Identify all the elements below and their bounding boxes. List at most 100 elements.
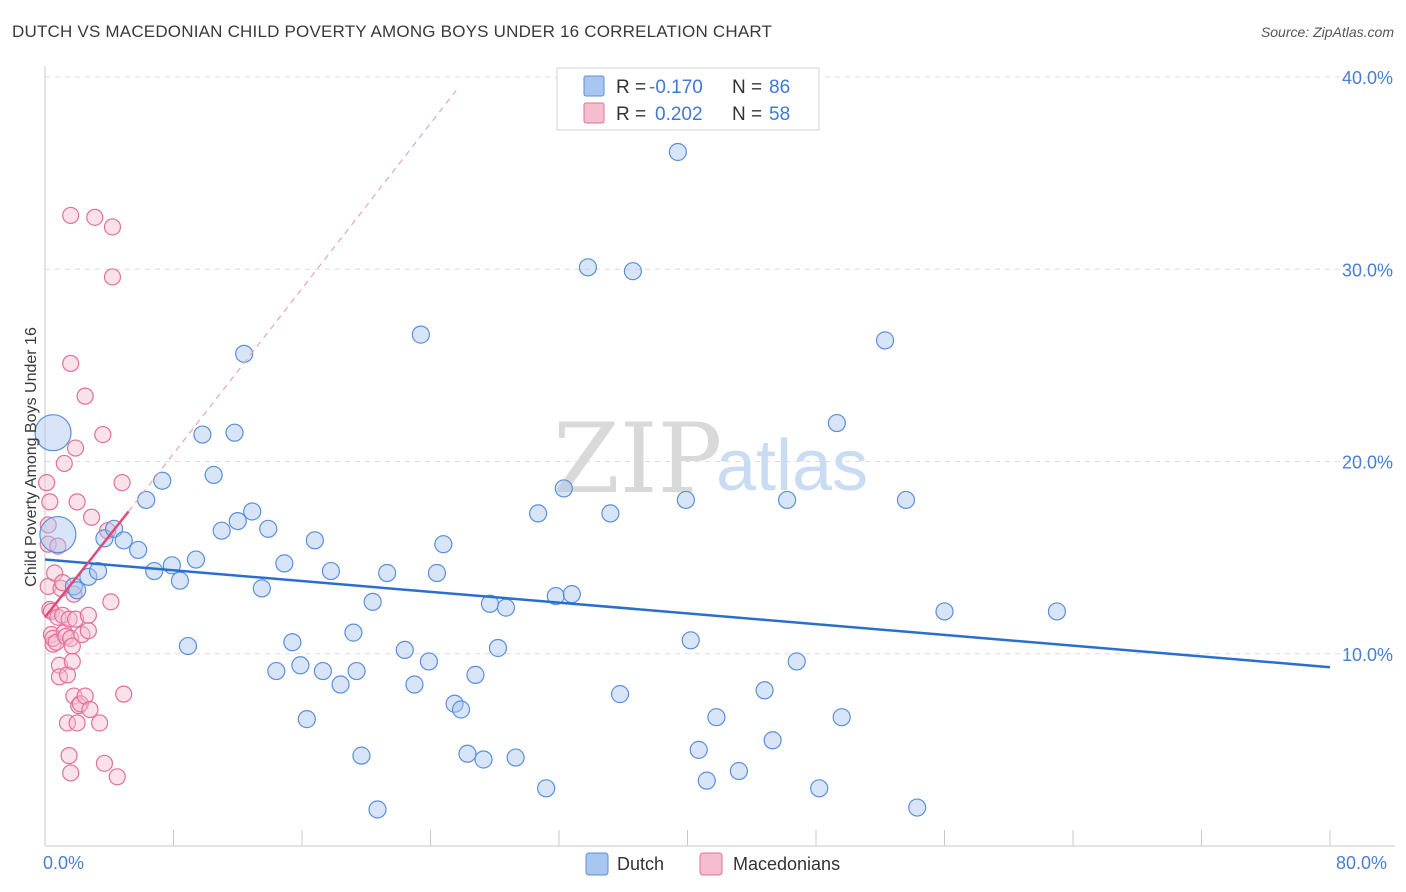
- y-tick-label: 10.0%: [1342, 645, 1393, 665]
- dutch-point: [405, 675, 424, 694]
- dutch-point: [39, 515, 77, 554]
- dutch-point: [378, 563, 397, 583]
- macedonians-point: [113, 474, 131, 492]
- dutch-point: [95, 529, 114, 548]
- y-tick-label: 40.0%: [1342, 68, 1393, 88]
- y-tick-label: 30.0%: [1342, 260, 1393, 280]
- dutch-point: [578, 258, 598, 277]
- macedonians-point: [65, 585, 83, 603]
- macedonians-point: [103, 218, 122, 236]
- dutch-points: [34, 142, 1067, 819]
- macedonians-points: [38, 206, 133, 786]
- dutch-point: [506, 748, 525, 767]
- dutch-point: [395, 640, 414, 660]
- macedonians-point: [102, 593, 120, 611]
- dutch-point: [204, 465, 223, 485]
- dutch-point: [153, 471, 172, 490]
- dutch-point: [474, 750, 493, 769]
- bottom-legend-label-dutch: Dutch: [617, 854, 664, 874]
- macedonians-point: [62, 206, 80, 225]
- dutch-point: [114, 531, 133, 550]
- macedonians-point: [49, 537, 67, 555]
- dutch-point: [129, 540, 148, 560]
- macedonians-point: [76, 387, 94, 405]
- macedonians-point: [91, 714, 109, 732]
- legend-n-label-macedonians: N =: [732, 104, 762, 125]
- macedonians-point: [81, 700, 99, 719]
- y-tick-label: 20.0%: [1342, 453, 1393, 473]
- y-axis-label: Child Poverty Among Boys Under 16: [23, 327, 40, 587]
- watermark-zip: ZIP: [553, 403, 722, 515]
- bottom-legend-label-macedonians: Macedonians: [733, 854, 840, 874]
- legend-r-value-dutch: -0.170: [649, 77, 703, 98]
- macedonians-point: [60, 747, 78, 765]
- dutch-point: [623, 262, 642, 281]
- dutch-point: [178, 636, 198, 656]
- dutch-point: [212, 521, 231, 540]
- dutch-point: [681, 631, 700, 650]
- macedonians-point: [63, 637, 81, 655]
- dutch-point: [331, 675, 350, 694]
- macedonians-point: [108, 768, 126, 786]
- macedonians-point: [86, 208, 104, 226]
- legend-n-value-dutch: 86: [769, 77, 790, 98]
- dutch-point: [225, 423, 244, 442]
- legend-r-label-dutch: R =: [616, 77, 646, 98]
- dutch-point: [193, 425, 212, 444]
- dutch-point: [763, 731, 782, 750]
- dutch-point: [676, 490, 695, 510]
- dutch-point: [170, 571, 190, 590]
- macedonians-point: [66, 439, 85, 457]
- dutch-point: [488, 638, 508, 658]
- macedonians-point: [79, 622, 97, 640]
- dutch-point: [529, 504, 548, 523]
- dutch-point: [832, 708, 851, 727]
- macedonians-point: [115, 685, 133, 703]
- dutch-point: [537, 779, 556, 798]
- macedonians-point: [54, 574, 72, 592]
- dutch-point: [313, 661, 332, 681]
- legend-r-value-macedonians: 0.202: [655, 104, 703, 125]
- watermark: ZIP atlas: [553, 403, 868, 515]
- dutch-point: [259, 519, 278, 538]
- macedonians-point: [76, 687, 94, 705]
- dutch-point: [827, 413, 846, 433]
- legend-r-label-macedonians: R =: [616, 104, 646, 125]
- macedonians-point: [68, 714, 86, 732]
- dutch-point: [368, 800, 387, 819]
- dutch-point: [228, 511, 247, 531]
- macedonians-point: [62, 764, 80, 782]
- macedonians-point: [41, 493, 59, 511]
- dutch-point: [546, 586, 565, 606]
- macedonians-point: [79, 606, 97, 624]
- macedonians-trend-line: [44, 510, 130, 618]
- dutch-point: [935, 602, 954, 621]
- dutch-point: [68, 581, 87, 600]
- bottom-legend-swatch-dutch: [585, 852, 609, 876]
- y-tick-labels: 10.0% 20.0% 30.0% 40.0%: [1342, 68, 1393, 665]
- macedonians-point: [58, 714, 77, 732]
- legend-n-value-macedonians: 58: [769, 104, 790, 125]
- macedonians-point: [68, 493, 86, 511]
- dutch-point: [363, 592, 382, 611]
- x-tick-label-min: 0.0%: [43, 853, 84, 873]
- macedonians-point: [38, 474, 56, 492]
- dutch-point: [79, 567, 98, 586]
- dutch-point: [729, 761, 749, 781]
- dutch-point: [787, 652, 806, 671]
- legend-swatch-dutch: [583, 75, 605, 97]
- dutch-point: [34, 414, 72, 452]
- macedonians-point: [63, 652, 81, 671]
- dutch-trend-line: [44, 558, 1331, 669]
- dutch-point: [689, 740, 708, 759]
- macedonians-point: [55, 454, 73, 473]
- bottom-legend: Dutch Macedonians: [585, 852, 840, 876]
- macedonians-point: [58, 666, 77, 684]
- dutch-point: [186, 550, 206, 569]
- dutch-point: [291, 656, 310, 675]
- dutch-point: [451, 700, 471, 719]
- dutch-point: [88, 561, 108, 581]
- chart-source: Source: ZipAtlas.com: [1260, 24, 1394, 40]
- macedonians-point: [66, 610, 85, 628]
